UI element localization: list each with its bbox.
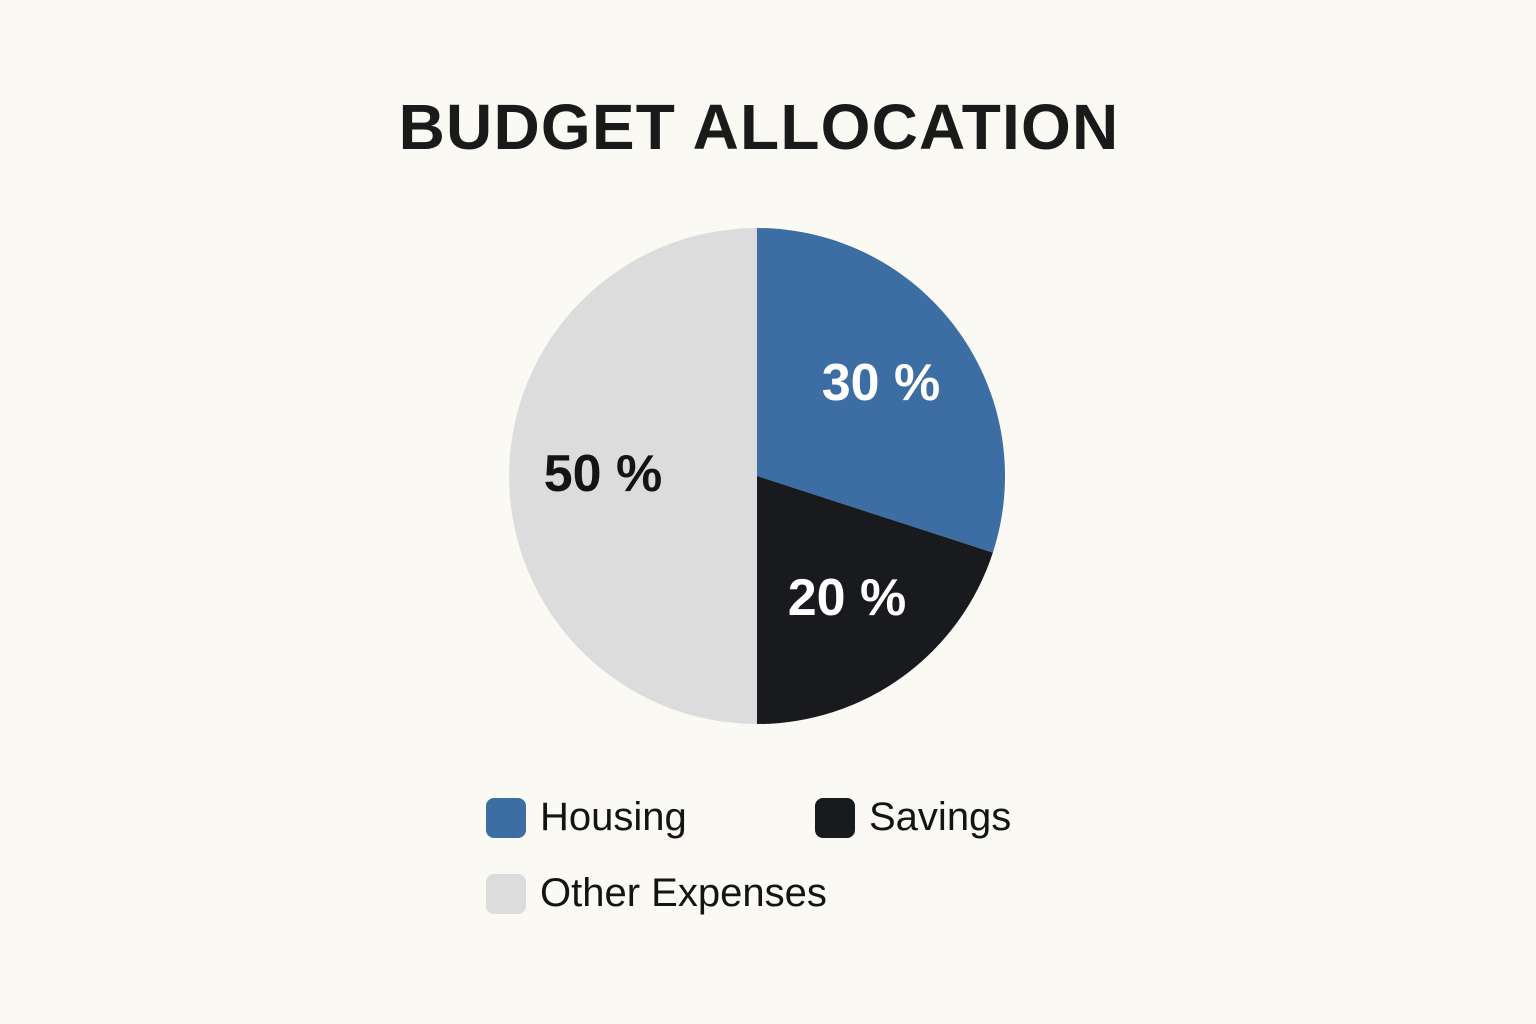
svg-text:Housing: Housing: [540, 795, 687, 839]
svg-text:Savings: Savings: [869, 795, 1011, 839]
svg-text:20 %: 20 %: [788, 569, 907, 627]
svg-text:Other Expenses: Other Expenses: [540, 871, 827, 915]
svg-text:50 %: 50 %: [544, 445, 663, 503]
svg-text:30 %: 30 %: [822, 354, 941, 412]
